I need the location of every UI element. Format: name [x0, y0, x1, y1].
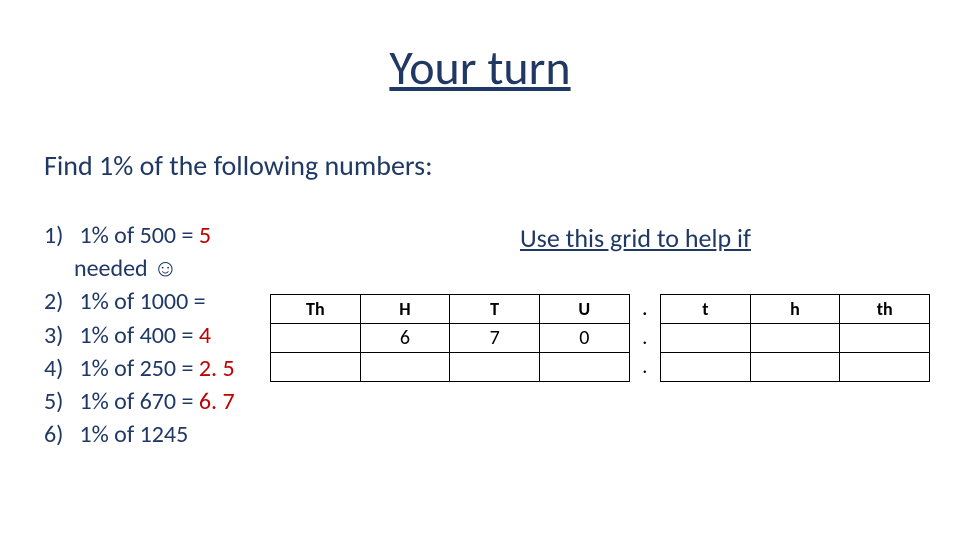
q3-text: 1% of 400 = [79, 321, 198, 350]
r2-hundredths [750, 353, 840, 382]
col-hundredths: h [750, 295, 840, 324]
q1-answer: 5 [199, 221, 211, 250]
subtitle: Find 1% of the following numbers: [44, 148, 433, 183]
col-decimal: . [629, 295, 660, 324]
q4-answer: 2. 5 [199, 354, 235, 383]
r1-th [271, 324, 361, 353]
grid-header-row: Th H T U . t h th [271, 295, 930, 324]
col-thousandths: th [840, 295, 930, 324]
q2-text: 1% of 1000 = [79, 287, 205, 316]
r1-tenths [661, 324, 751, 353]
q5-num: 5) [44, 386, 74, 417]
grid-row-1: 6 7 0 . [271, 324, 930, 353]
q2-num: 2) [44, 286, 74, 317]
col-t: T [450, 295, 540, 324]
r1-u: 0 [539, 324, 629, 353]
question-6: 6) 1% of 1245 [44, 419, 235, 450]
r1-h: 6 [360, 324, 450, 353]
col-h: H [360, 295, 450, 324]
question-2: 2) 1% of 1000 = [44, 286, 235, 317]
q5-answer: 6. 7 [199, 387, 235, 416]
r2-thousandths [840, 353, 930, 382]
q3-num: 3) [44, 320, 74, 351]
r2-u [539, 353, 629, 382]
r1-t: 7 [450, 324, 540, 353]
q6-text: 1% of 1245 [79, 420, 188, 449]
r2-dot: . [629, 353, 660, 382]
place-value-grid: Th H T U . t h th 6 7 0 . [270, 294, 930, 382]
r2-t [450, 353, 540, 382]
r1-hundredths [750, 324, 840, 353]
question-1: 1) 1% of 500 = 5 [44, 220, 235, 251]
col-th: Th [271, 295, 361, 324]
r2-th [271, 353, 361, 382]
question-5: 5) 1% of 670 = 6. 7 [44, 386, 235, 417]
q4-num: 4) [44, 353, 74, 384]
q4-text: 1% of 250 = [79, 354, 198, 383]
r1-dot: . [629, 324, 660, 353]
col-tenths: t [661, 295, 751, 324]
q6-num: 6) [44, 419, 74, 450]
question-4: 4) 1% of 250 = 2. 5 [44, 353, 235, 384]
grid-row-2: . [271, 353, 930, 382]
place-value-table: Th H T U . t h th 6 7 0 . [270, 294, 930, 382]
slide-title: Your turn [0, 38, 960, 97]
question-3: 3) 1% of 400 = 4 [44, 320, 235, 351]
q1-text: 1% of 500 = [79, 221, 198, 250]
r2-h [360, 353, 450, 382]
helper-text: Use this grid to help if [520, 222, 751, 254]
q5-text: 1% of 670 = [79, 387, 198, 416]
col-u: U [539, 295, 629, 324]
r2-tenths [661, 353, 751, 382]
q3-answer: 4 [199, 321, 211, 350]
q1-num: 1) [44, 220, 74, 251]
r1-thousandths [840, 324, 930, 353]
needed-line: needed ☺ [74, 253, 235, 284]
question-list: 1) 1% of 500 = 5 needed ☺ 2) 1% of 1000 … [44, 220, 235, 452]
